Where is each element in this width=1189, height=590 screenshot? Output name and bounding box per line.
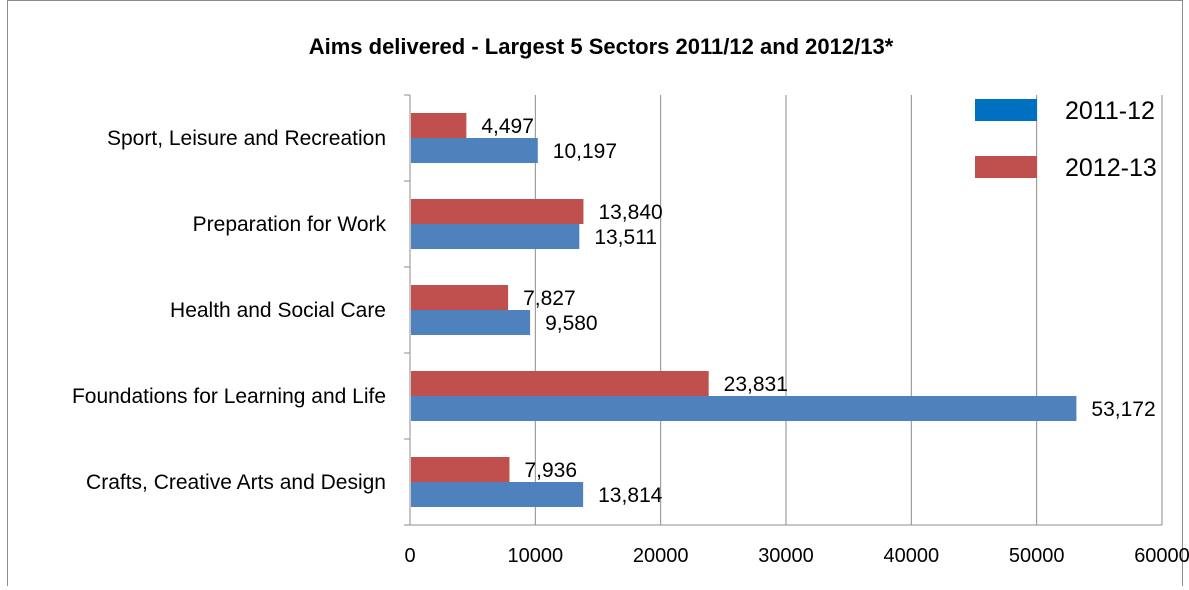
bar-2011-12 — [411, 482, 584, 507]
data-label: 9,580 — [545, 312, 598, 335]
legend: 2011-12 2012-13 — [975, 97, 1157, 182]
data-label: 7,827 — [523, 287, 576, 310]
bar-2011-12 — [411, 396, 1077, 421]
bar-2011-12 — [411, 310, 531, 335]
legend-label: 2011-12 — [1065, 97, 1155, 125]
x-tick-label: 60000 — [1134, 545, 1189, 567]
data-label: 13,511 — [594, 226, 657, 249]
x-tick-label: 30000 — [758, 545, 814, 567]
axes: 0 10000 20000 30000 40000 50000 60000 Sport, Le… — [72, 94, 1189, 567]
x-tick-label: 10000 — [508, 545, 564, 567]
bar-2012-13 — [411, 371, 709, 396]
x-tick-label: 40000 — [884, 545, 940, 567]
category-label: Foundations for Learning and Life — [72, 385, 386, 408]
data-label: 7,936 — [524, 459, 577, 482]
x-tick-label: 20000 — [633, 545, 689, 567]
data-label: 10,197 — [553, 140, 617, 163]
bars — [411, 113, 1077, 507]
chart-frame — [7, 0, 1183, 586]
category-label: Sport, Leisure and Recreation — [107, 127, 386, 150]
bar-2011-12 — [411, 224, 580, 249]
bar-2012-13 — [411, 457, 510, 482]
bar-2011-12 — [411, 138, 538, 163]
category-label: Crafts, Creative Arts and Design — [86, 471, 386, 494]
data-label: 4,497 — [481, 115, 534, 138]
data-label: 53,172 — [1091, 398, 1155, 421]
gridlines — [534, 95, 1163, 525]
data-label: 13,840 — [598, 201, 662, 224]
x-tick-label: 50000 — [1009, 545, 1065, 567]
chart-title: Aims delivered - Largest 5 Sectors 2011/… — [309, 34, 894, 59]
bar-2012-13 — [411, 199, 584, 224]
bar-2012-13 — [411, 285, 509, 310]
data-label: 23,831 — [724, 373, 788, 396]
legend-swatch — [975, 99, 1037, 121]
legend-swatch — [975, 156, 1037, 178]
bar-2012-13 — [411, 113, 467, 138]
category-label: Preparation for Work — [193, 213, 387, 236]
x-tick-label: 0 — [404, 545, 415, 567]
category-label: Health and Social Care — [170, 299, 386, 322]
legend-label: 2012-13 — [1065, 154, 1157, 182]
data-label: 13,814 — [598, 484, 663, 507]
